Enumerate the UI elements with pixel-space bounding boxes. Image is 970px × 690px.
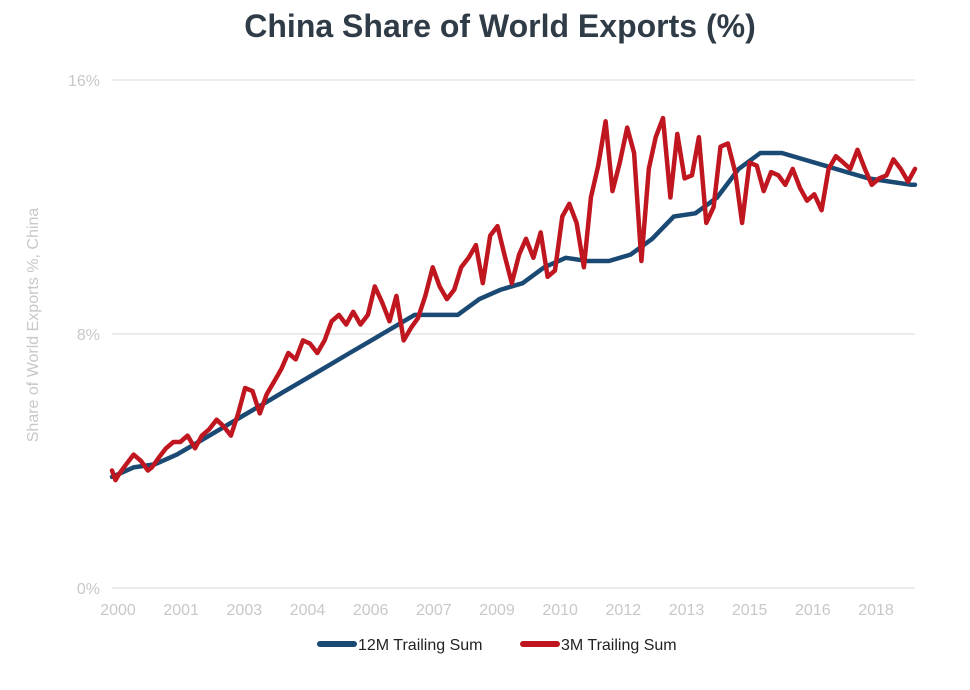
y-tick-label: 8% [77, 327, 100, 344]
x-tick-label: 2016 [795, 602, 831, 619]
x-tick-label: 2010 [542, 602, 578, 619]
axis-layer: 0% 8% 16% 2000 2001 2003 2004 2006 2007 2009 2010 2… [68, 73, 894, 619]
x-tick-label: 2013 [669, 602, 705, 619]
x-tick-label: 2018 [858, 602, 894, 619]
legend: 12M Trailing Sum 3M Trailing Sum [317, 637, 677, 654]
y-axis-label: Share of World Exports %, China [25, 208, 42, 443]
series-line-12m [109, 150, 918, 480]
x-tick-label: 2012 [606, 602, 642, 619]
legend-label: 12M Trailing Sum [358, 637, 483, 654]
x-tick-label: 2004 [290, 602, 326, 619]
series-line-3m [109, 115, 918, 483]
y-tick-label: 16% [68, 73, 100, 90]
y-tick-label: 0% [77, 581, 100, 598]
series-layer [109, 115, 918, 483]
legend-label: 3M Trailing Sum [561, 637, 677, 654]
x-tick-label: 2006 [353, 602, 389, 619]
x-tick-label: 2003 [227, 602, 263, 619]
x-tick-label: 2007 [416, 602, 452, 619]
x-tick-label: 2001 [163, 602, 199, 619]
grid-layer [112, 79, 915, 589]
x-tick-label: 2015 [732, 602, 768, 619]
chart-title: China Share of World Exports (%) [244, 8, 756, 44]
x-tick-label: 2000 [100, 602, 136, 619]
x-tick-label: 2009 [479, 602, 515, 619]
